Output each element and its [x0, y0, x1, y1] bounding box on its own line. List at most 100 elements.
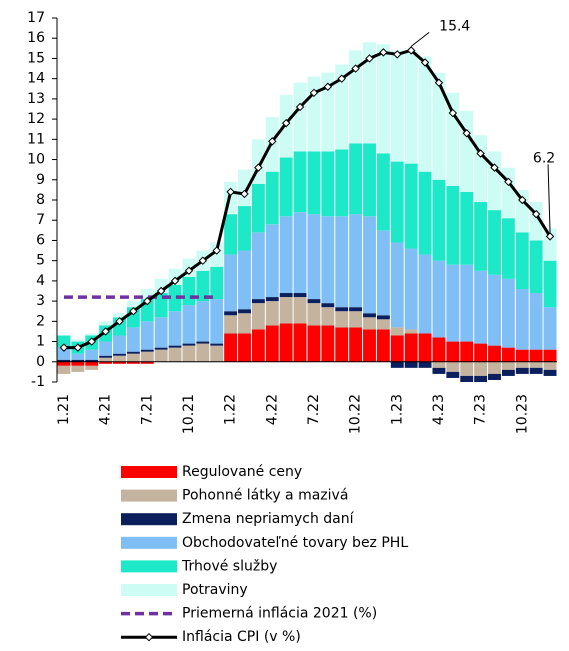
cpi-marker — [393, 50, 402, 59]
bar — [140, 349, 154, 352]
x-tick-label: 7.22 — [306, 394, 322, 425]
bar — [349, 307, 363, 312]
cpi-marker — [184, 266, 194, 275]
bar — [390, 361, 404, 368]
bar — [376, 153, 390, 231]
bar — [307, 325, 321, 362]
bar — [543, 349, 557, 362]
bar — [432, 361, 446, 368]
bar — [293, 82, 307, 152]
bar — [279, 293, 293, 298]
bar — [238, 206, 251, 251]
bar — [446, 371, 460, 378]
bar — [404, 329, 418, 334]
bar — [224, 311, 238, 316]
x-tick-label: 4.23 — [431, 394, 447, 425]
y-tick-label: 10 — [27, 152, 45, 168]
y-tick-label: 14 — [27, 71, 45, 87]
bar — [501, 278, 515, 348]
bar — [321, 72, 335, 152]
cpi-marker — [323, 82, 333, 91]
cpi-marker — [59, 343, 69, 352]
bar — [418, 171, 432, 255]
x-tick-label: 1.23 — [389, 394, 405, 425]
y-tick-label: 6 — [36, 232, 45, 248]
cpi-marker — [476, 149, 485, 158]
bar — [126, 327, 140, 352]
bar — [140, 321, 154, 350]
bar — [543, 307, 557, 350]
bar — [474, 135, 488, 203]
bar — [113, 355, 126, 362]
bar — [57, 359, 71, 362]
bar — [85, 359, 99, 362]
bar — [293, 297, 307, 324]
bar — [321, 216, 335, 304]
bar — [349, 311, 363, 328]
cpi-marker — [365, 54, 374, 63]
bar — [363, 42, 376, 144]
bar — [446, 185, 460, 265]
bar — [515, 349, 529, 362]
bar — [321, 303, 335, 308]
bar — [376, 329, 390, 362]
bar — [363, 313, 376, 318]
bar — [390, 161, 404, 243]
bar — [390, 50, 404, 162]
legend-swatch — [121, 536, 177, 549]
bar — [140, 361, 154, 364]
bar — [432, 260, 446, 338]
bar — [474, 270, 488, 344]
cpi-marker — [226, 187, 235, 197]
bar — [349, 214, 363, 308]
bar — [501, 361, 515, 370]
bar — [446, 264, 460, 342]
bar — [349, 50, 363, 144]
legend-label: Inflácia CPI (v %) — [182, 629, 301, 645]
x-tick-label: 10.21 — [181, 394, 197, 434]
bar — [57, 347, 71, 360]
bar — [432, 179, 446, 261]
bar — [279, 157, 293, 217]
bar — [57, 335, 71, 348]
bar — [196, 343, 210, 362]
bar — [335, 311, 349, 328]
bar — [460, 341, 474, 362]
bar — [154, 347, 168, 350]
bar — [515, 288, 529, 350]
bar — [307, 151, 321, 215]
bar — [446, 341, 460, 362]
y-tick-label: 2 — [36, 313, 45, 329]
cpi-marker — [379, 48, 388, 57]
bar — [390, 242, 404, 328]
y-tick-label: 8 — [36, 192, 45, 208]
legend-marker — [144, 632, 154, 642]
bar — [363, 329, 376, 362]
bar — [515, 361, 529, 368]
cpi-marker — [462, 129, 471, 138]
bar — [335, 216, 349, 308]
cpi-marker — [87, 337, 96, 346]
bar — [293, 323, 307, 362]
bar — [488, 210, 501, 275]
bar — [321, 307, 335, 326]
bar — [99, 321, 113, 326]
bar — [57, 361, 71, 366]
bar — [154, 317, 168, 348]
bar — [85, 333, 99, 336]
y-tick-label: 9 — [36, 172, 45, 188]
cpi-marker — [420, 58, 430, 67]
y-tick-label: 3 — [36, 293, 45, 309]
bar — [238, 313, 251, 334]
bar — [460, 375, 474, 382]
bar — [182, 343, 196, 346]
cpi-marker — [254, 163, 263, 172]
bar — [446, 361, 460, 372]
bar — [57, 365, 71, 374]
legend-label: Trhové služby — [181, 558, 277, 574]
bar — [529, 240, 543, 294]
bar — [529, 293, 543, 350]
bar — [460, 264, 474, 342]
bar — [182, 276, 196, 306]
